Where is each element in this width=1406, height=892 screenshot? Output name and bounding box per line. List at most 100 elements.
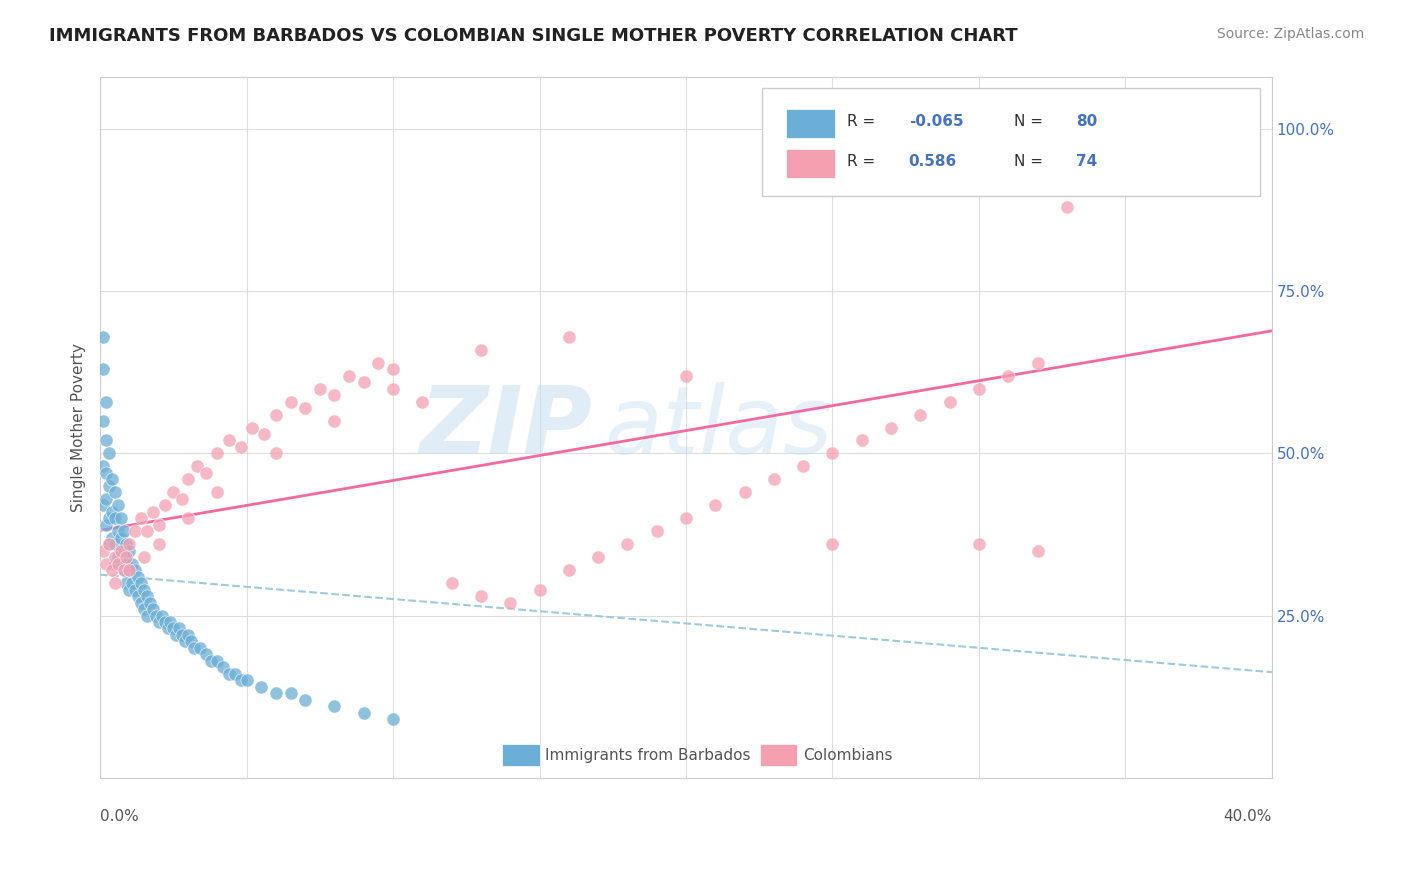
Point xyxy=(1026,356,1049,370)
Point xyxy=(353,706,375,720)
Point xyxy=(172,491,194,506)
Point xyxy=(97,511,120,525)
Text: Immigrants from Barbados: Immigrants from Barbados xyxy=(546,747,751,763)
Point xyxy=(156,622,179,636)
Point xyxy=(94,434,117,448)
Point xyxy=(118,563,141,577)
Point xyxy=(150,608,173,623)
Point xyxy=(938,394,960,409)
Point xyxy=(177,511,200,525)
Point xyxy=(323,699,346,714)
Text: atlas: atlas xyxy=(605,382,832,473)
Point xyxy=(91,414,114,428)
Point xyxy=(558,330,581,344)
Point xyxy=(148,537,170,551)
Point xyxy=(118,543,141,558)
Point xyxy=(323,388,346,402)
Point xyxy=(97,479,120,493)
Point xyxy=(94,557,117,571)
Text: 80: 80 xyxy=(1076,114,1098,129)
Text: R =: R = xyxy=(846,154,880,169)
Point xyxy=(94,466,117,480)
Point xyxy=(129,511,152,525)
Point xyxy=(194,466,217,480)
Text: ZIP: ZIP xyxy=(419,382,592,474)
FancyBboxPatch shape xyxy=(762,88,1260,196)
Point xyxy=(616,537,638,551)
Point xyxy=(104,537,127,551)
FancyBboxPatch shape xyxy=(786,149,835,178)
Point xyxy=(586,550,609,565)
Point xyxy=(165,628,187,642)
Point xyxy=(792,459,814,474)
Point xyxy=(139,595,162,609)
Point xyxy=(101,472,124,486)
Point xyxy=(115,550,138,565)
Point xyxy=(704,498,727,512)
Point xyxy=(186,459,208,474)
Point xyxy=(136,608,159,623)
Point xyxy=(499,595,522,609)
Point xyxy=(118,563,141,577)
Point xyxy=(110,557,132,571)
Point xyxy=(107,524,129,539)
Point xyxy=(115,576,138,591)
Point xyxy=(1056,200,1078,214)
Point xyxy=(821,537,844,551)
Point xyxy=(127,589,149,603)
Point xyxy=(97,537,120,551)
Point xyxy=(337,368,360,383)
Point xyxy=(112,524,135,539)
Point xyxy=(308,382,330,396)
Point xyxy=(207,654,229,668)
Point xyxy=(1026,543,1049,558)
Point xyxy=(821,446,844,460)
Point xyxy=(235,673,257,688)
Point xyxy=(118,537,141,551)
Text: N =: N = xyxy=(1014,114,1047,129)
Text: 0.0%: 0.0% xyxy=(100,809,139,824)
Point xyxy=(470,343,492,357)
Point xyxy=(997,368,1019,383)
Point xyxy=(91,459,114,474)
Point xyxy=(132,582,155,597)
Point xyxy=(110,543,132,558)
Point xyxy=(132,550,155,565)
Point xyxy=(645,524,668,539)
Point xyxy=(104,557,127,571)
Point xyxy=(107,550,129,565)
Point xyxy=(264,408,287,422)
Text: Source: ZipAtlas.com: Source: ZipAtlas.com xyxy=(1216,27,1364,41)
Point xyxy=(94,394,117,409)
Point xyxy=(382,362,405,376)
Point xyxy=(851,434,873,448)
Text: -0.065: -0.065 xyxy=(908,114,963,129)
Point xyxy=(101,531,124,545)
Point xyxy=(162,485,184,500)
Point xyxy=(174,634,197,648)
Point xyxy=(115,557,138,571)
Point xyxy=(183,640,205,655)
Point xyxy=(129,595,152,609)
Point xyxy=(118,582,141,597)
Point xyxy=(167,622,190,636)
Text: IMMIGRANTS FROM BARBADOS VS COLOMBIAN SINGLE MOTHER POVERTY CORRELATION CHART: IMMIGRANTS FROM BARBADOS VS COLOMBIAN SI… xyxy=(49,27,1018,45)
Point xyxy=(124,563,146,577)
Point xyxy=(112,543,135,558)
Y-axis label: Single Mother Poverty: Single Mother Poverty xyxy=(72,343,86,512)
Point xyxy=(382,382,405,396)
Point xyxy=(91,330,114,344)
Point xyxy=(94,491,117,506)
Point xyxy=(121,576,143,591)
Point xyxy=(142,505,165,519)
Point xyxy=(280,394,302,409)
Point xyxy=(129,576,152,591)
Text: 40.0%: 40.0% xyxy=(1223,809,1272,824)
Point xyxy=(411,394,433,409)
Point xyxy=(110,511,132,525)
Point xyxy=(148,517,170,532)
Point xyxy=(382,712,405,726)
Point xyxy=(107,498,129,512)
Point xyxy=(264,446,287,460)
Point xyxy=(124,524,146,539)
